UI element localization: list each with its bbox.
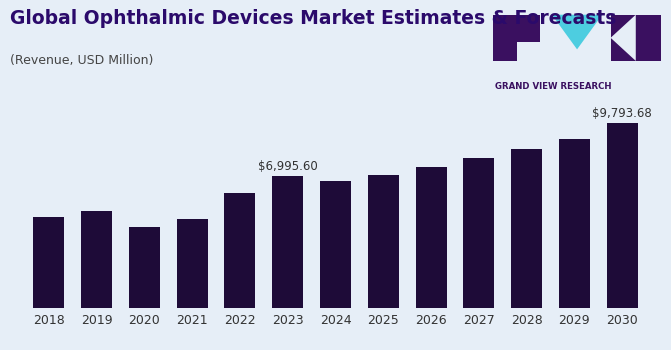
Text: (Revenue, USD Million): (Revenue, USD Million) <box>10 54 154 67</box>
Bar <box>517 42 540 61</box>
Bar <box>176 219 208 308</box>
Text: Global Ophthalmic Devices Market Estimates & Forecasts: Global Ophthalmic Devices Market Estimat… <box>10 9 617 28</box>
Bar <box>368 175 399 308</box>
Bar <box>320 181 351 308</box>
Bar <box>611 15 661 61</box>
Text: GRAND VIEW RESEARCH: GRAND VIEW RESEARCH <box>495 82 612 91</box>
Bar <box>129 227 160 308</box>
Bar <box>493 15 540 61</box>
Bar <box>559 139 590 308</box>
Polygon shape <box>552 15 603 49</box>
Polygon shape <box>611 15 635 61</box>
Text: $6,995.60: $6,995.60 <box>258 160 317 173</box>
Bar <box>81 211 112 308</box>
Bar <box>463 158 495 308</box>
Bar <box>224 193 256 308</box>
Bar <box>415 167 447 308</box>
Bar <box>34 217 64 308</box>
Bar <box>607 123 637 308</box>
Text: $9,793.68: $9,793.68 <box>592 107 652 120</box>
Bar <box>511 149 542 308</box>
Bar <box>272 176 303 308</box>
